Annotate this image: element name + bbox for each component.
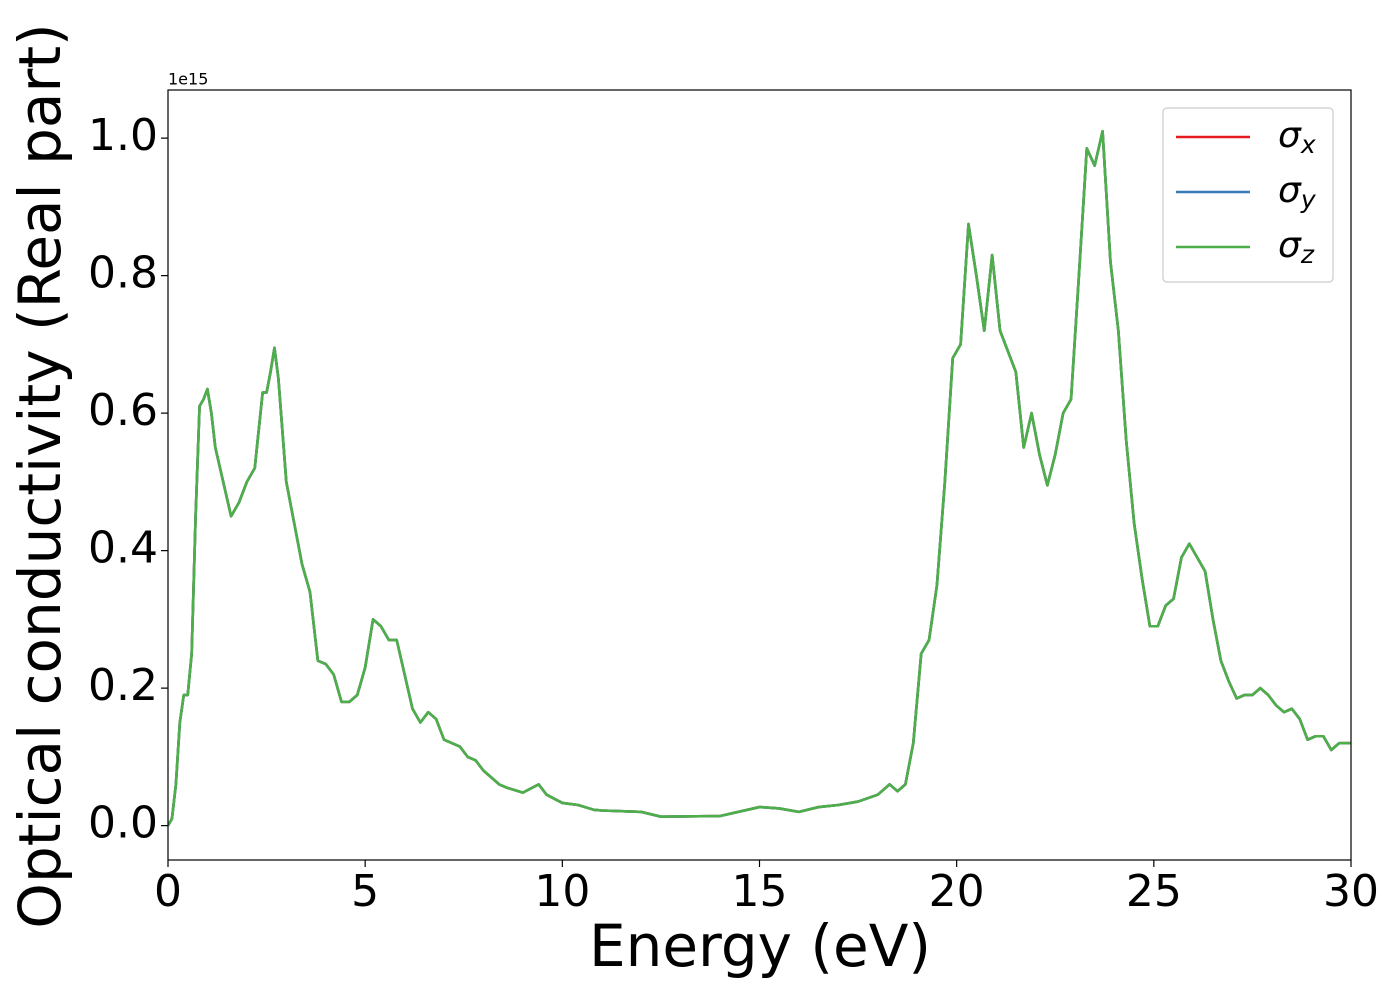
legend-label: σz [1278,225,1315,269]
legend-box [1162,107,1334,283]
legend-label: σx [1278,115,1316,159]
plot-area [168,129,1351,827]
x-axis-label: Energy (eV) [589,912,931,980]
x-tick-label: 5 [351,866,379,917]
x-tick-label: 25 [1126,866,1182,917]
y-tick-label: 0.0 [88,798,158,849]
series-line [168,129,1351,827]
y-tick-label: 0.2 [88,660,158,711]
legend-label: σy [1278,170,1317,214]
x-tick-label: 10 [534,866,590,917]
plot-frame [167,89,1352,861]
x-tick-label: 15 [732,866,788,917]
y-tick-label: 0.8 [88,248,158,299]
y-tick-label: 1.0 [88,110,158,161]
x-tick-label: 0 [154,866,182,917]
y-tick-label: 0.6 [88,385,158,436]
y-tick-label: 0.4 [88,523,158,574]
x-tick-label: 20 [929,866,985,917]
y-axis-label: Optical conductivity (Real part) [6,23,74,928]
y-offset-label: 1e15 [168,70,208,89]
x-tick-label: 30 [1323,866,1379,917]
